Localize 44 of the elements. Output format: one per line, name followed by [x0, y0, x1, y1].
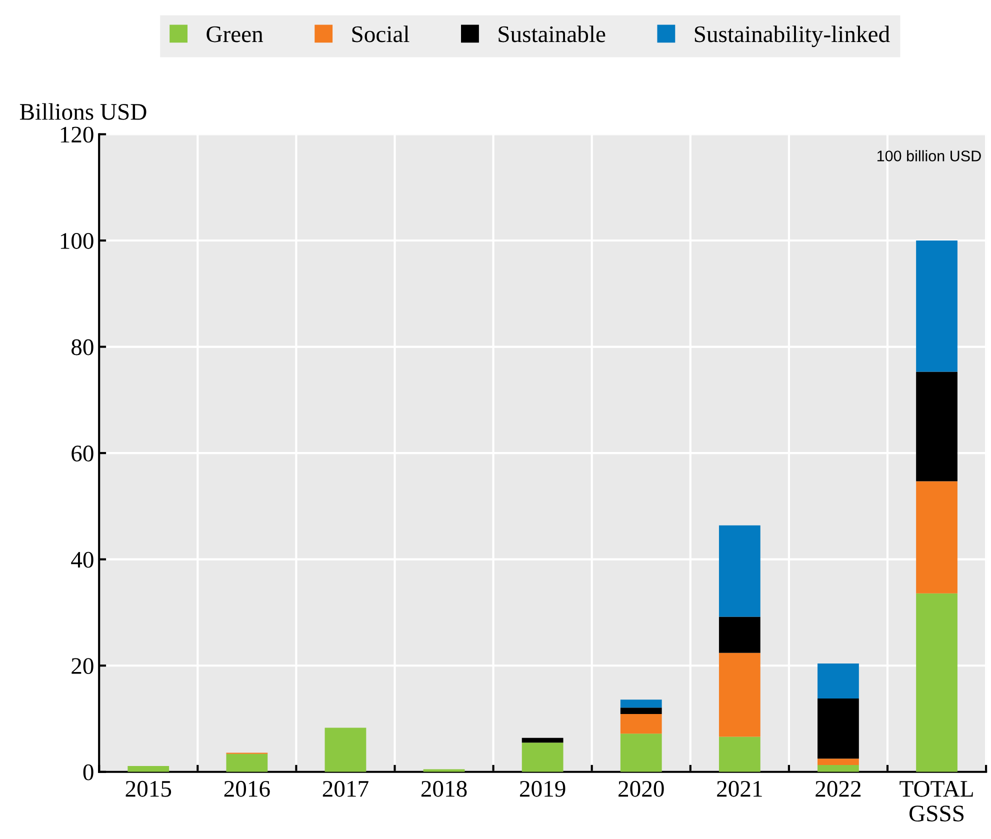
y-tick-label: 0 [83, 764, 94, 780]
y-tick-label: 40 [71, 552, 94, 568]
bar [128, 766, 170, 772]
y-tick-label: 20 [72, 658, 94, 674]
x-tick-label: 2019 [520, 780, 566, 797]
bar [718, 616, 760, 653]
y-tick-label: 100 [60, 233, 94, 249]
y-tick-label: 60 [72, 446, 94, 462]
bar [718, 736, 760, 772]
bar [324, 728, 366, 772]
bar [818, 698, 859, 759]
legend-label: Sustainable [498, 26, 606, 42]
legend-label: Green [206, 26, 264, 42]
x-tick-label: 2018 [421, 780, 467, 797]
bar [718, 652, 760, 737]
bar [916, 593, 958, 772]
bar [620, 714, 662, 734]
x-tick-label: 2016 [224, 780, 270, 797]
bar [226, 754, 268, 772]
bar [423, 769, 465, 772]
annotation: 100 billion USD [877, 150, 981, 162]
y-tick-label: 80 [72, 339, 94, 356]
bar [916, 481, 958, 594]
x-tick-label: 2015 [126, 780, 172, 797]
x-tick-label: 2020 [618, 780, 664, 797]
bar [522, 738, 564, 743]
legend-label: Sustainability-linked [694, 26, 890, 48]
bar [818, 764, 859, 772]
bar [620, 700, 662, 708]
x-tick-label: 2017 [322, 780, 368, 797]
bar [522, 742, 564, 772]
bar [916, 240, 958, 372]
legend-label: Social [352, 26, 410, 42]
x-tick-label: 2021 [717, 780, 762, 797]
bar [620, 734, 662, 772]
x-tick-label: TOTAL GSSS [900, 780, 973, 822]
bar [718, 525, 760, 617]
y-axis-title: Billions USD [20, 103, 146, 120]
bar [818, 758, 859, 765]
bar [916, 372, 958, 482]
x-tick-label: 2022 [816, 780, 861, 797]
bar [620, 708, 662, 714]
y-tick-label: 120 [60, 126, 94, 143]
bar [818, 663, 859, 699]
